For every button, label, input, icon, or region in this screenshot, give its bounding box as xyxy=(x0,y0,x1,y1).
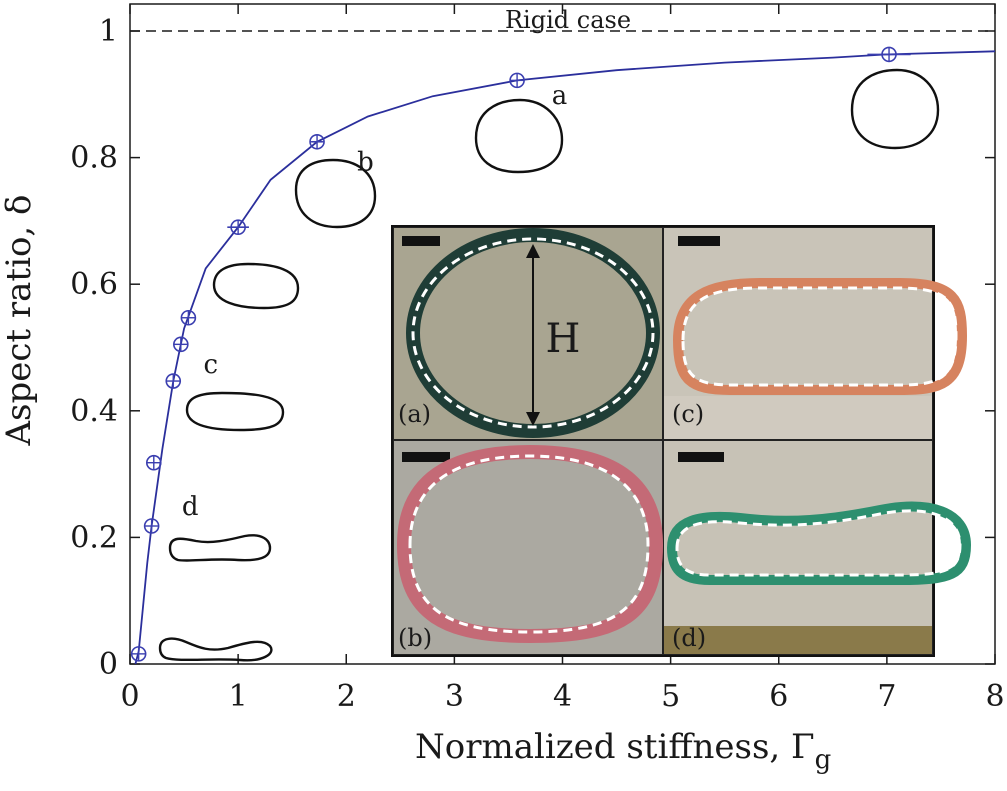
y-tick-label: 0.2 xyxy=(70,520,118,555)
floor-strip-d xyxy=(664,626,932,654)
y-tick-label: 0.6 xyxy=(70,267,118,302)
shape-outline-collapsed xyxy=(158,637,273,662)
shape-outline-b xyxy=(294,158,377,229)
data-point xyxy=(309,133,325,150)
data-point xyxy=(173,336,189,353)
data-point xyxy=(165,373,182,389)
x-axis-label-subscript: g xyxy=(815,745,832,775)
fit-curve xyxy=(134,50,996,665)
y-tick-label: 0.4 xyxy=(70,394,118,429)
ring-a-trace xyxy=(411,237,655,429)
height-arrow-head-top xyxy=(526,244,540,258)
inset-panel-a-label: (a) xyxy=(398,400,431,428)
ring-c xyxy=(672,278,968,395)
height-label: H xyxy=(546,316,581,362)
scale-bar-c xyxy=(678,236,720,246)
x-tick-label: 6 xyxy=(769,679,788,714)
axis-ticks: 0 1 2 3 4 5 6 7 8 0 0.2 0.4 0.6 0.8 1 xyxy=(70,4,1005,714)
shape-outline-7 xyxy=(850,68,940,150)
x-tick-label: 8 xyxy=(985,679,1004,714)
data-point xyxy=(867,46,911,63)
data-point xyxy=(143,518,160,534)
shape-outline-a xyxy=(474,98,564,174)
annotation-letters: a b c d xyxy=(182,81,567,522)
inset-panel-d-label: (d) xyxy=(672,624,706,652)
y-tick-label: 0 xyxy=(99,647,118,682)
data-point xyxy=(130,646,147,662)
inset-panel-b-label: (b) xyxy=(398,624,432,652)
annotation-letter-a: a xyxy=(552,81,568,111)
x-tick-label: 3 xyxy=(445,679,464,714)
data-points xyxy=(130,46,911,662)
ring-d-trace xyxy=(675,509,962,577)
ring-c-trace xyxy=(681,286,958,387)
ring-b-trace xyxy=(408,454,650,634)
inset-panel-c-label: (c) xyxy=(672,400,704,428)
reference-line-label: Rigid case xyxy=(505,6,631,34)
scale-bar-b xyxy=(402,452,450,462)
x-axis-label: Normalized stiffness, Γg xyxy=(415,727,831,775)
annotation-letter-c: c xyxy=(204,350,219,380)
scale-bar-d xyxy=(678,452,724,462)
inset-panel-d-bg xyxy=(664,441,932,654)
shape-outline-06 xyxy=(212,262,300,310)
y-tick-label: 0.8 xyxy=(70,141,118,176)
x-axis-label-main: Normalized stiffness, Γ xyxy=(415,727,815,767)
ring-d xyxy=(666,501,972,585)
scale-bar-a xyxy=(402,236,440,246)
fit-curve-group xyxy=(134,50,996,665)
x-tick-label: 7 xyxy=(877,679,896,714)
y-axis-label: Aspect ratio, δ xyxy=(0,194,39,446)
x-tick-label: 5 xyxy=(661,679,680,714)
x-tick-label: 1 xyxy=(229,679,248,714)
data-point xyxy=(227,219,249,236)
data-point xyxy=(145,454,162,471)
shape-outline-d xyxy=(168,534,272,562)
data-point xyxy=(509,72,525,89)
annotation-letter-d: d xyxy=(182,492,199,522)
x-tick-label: 0 xyxy=(120,679,139,714)
annotation-letter-b: b xyxy=(357,147,374,177)
x-tick-label: 2 xyxy=(337,679,356,714)
inset-photos: H (a) (c) (b) (d) xyxy=(391,225,972,657)
height-arrow-head-bottom xyxy=(526,412,540,426)
shape-outlines xyxy=(158,68,940,662)
ring-b xyxy=(396,444,664,644)
data-point xyxy=(180,309,197,326)
x-tick-label: 4 xyxy=(553,679,572,714)
shape-outline-c xyxy=(185,391,285,432)
y-tick-label: 1 xyxy=(99,14,118,49)
ground-c xyxy=(664,396,932,439)
